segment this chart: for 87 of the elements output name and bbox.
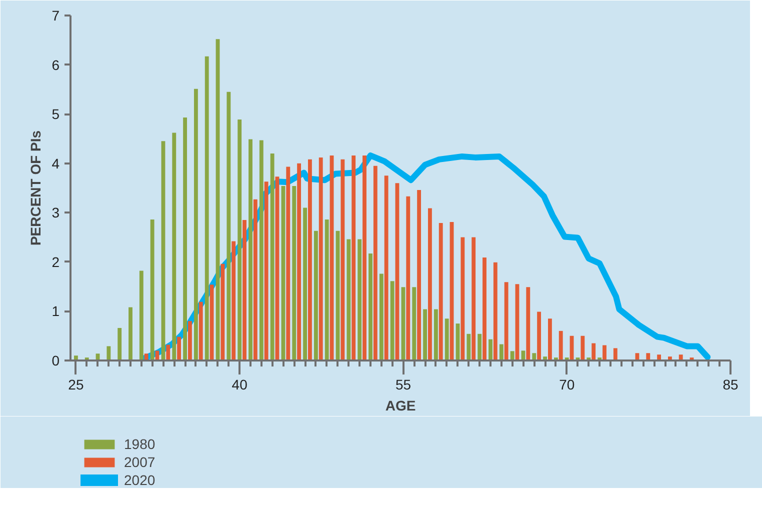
bar: [297, 163, 302, 360]
bar: [406, 196, 410, 360]
bar: [478, 334, 482, 360]
bar: [362, 155, 366, 360]
bar: [308, 159, 312, 360]
bar: [232, 241, 236, 360]
x-tick-label: 85: [722, 376, 738, 392]
x-axis-title: AGE: [385, 398, 416, 414]
bar: [493, 262, 498, 360]
bar: [592, 343, 596, 360]
bar: [352, 155, 356, 360]
bar: [139, 270, 144, 360]
bar: [466, 334, 471, 360]
bar: [198, 302, 203, 360]
bar: [482, 257, 486, 360]
x-tick-label: 25: [68, 376, 84, 392]
bar: [368, 254, 372, 360]
bar: [499, 344, 504, 360]
bar: [172, 132, 176, 360]
y-axis-title: PERCENT OF PIs: [28, 130, 44, 246]
bar: [504, 282, 508, 360]
y-tick-label: 1: [52, 303, 60, 320]
y-tick-label: 7: [52, 8, 60, 24]
bar: [270, 154, 274, 360]
bar: [259, 140, 264, 360]
bar: [646, 353, 650, 360]
legend-label: 1980: [124, 436, 156, 452]
bar: [150, 220, 154, 360]
bar: [346, 239, 351, 360]
bar: [318, 157, 323, 360]
bar: [358, 239, 362, 360]
bar: [314, 230, 318, 360]
bar: [286, 166, 290, 360]
bar: [118, 328, 122, 360]
bar: [558, 330, 563, 360]
bar: [324, 220, 329, 360]
bar: [194, 88, 198, 360]
bar: [428, 208, 432, 360]
x-tick-label: 70: [559, 376, 575, 392]
bar: [548, 318, 552, 360]
bar: [510, 351, 514, 360]
bar: [488, 339, 492, 360]
bar: [166, 344, 170, 360]
bar: [613, 348, 618, 360]
bar: [292, 186, 296, 360]
bar: [177, 336, 182, 360]
bar: [226, 92, 231, 360]
bar: [264, 182, 268, 360]
bar: [526, 287, 530, 360]
y-tick-label: 5: [52, 106, 60, 122]
bar: [242, 220, 246, 360]
bar: [253, 199, 258, 360]
bar: [248, 139, 252, 360]
legend-label: 2007: [124, 454, 156, 470]
y-tick-label: 3: [52, 204, 60, 221]
x-tick-label: 55: [395, 376, 412, 392]
bar: [417, 190, 422, 360]
bar: [602, 345, 606, 360]
bar: [444, 318, 449, 360]
bar: [438, 222, 443, 360]
y-tick-label: 4: [52, 155, 60, 172]
bar: [128, 307, 132, 360]
bar: [472, 237, 476, 360]
bar: [183, 118, 188, 360]
bar: [434, 309, 438, 360]
bar: [188, 321, 192, 360]
bar: [384, 176, 388, 360]
x-tick-label: 40: [232, 376, 248, 392]
bar: [460, 237, 465, 360]
bar: [238, 119, 242, 360]
bar: [303, 208, 308, 360]
bar: [379, 274, 384, 360]
bar: [204, 56, 209, 360]
bar: [532, 353, 536, 360]
legend-label: 2020: [124, 472, 156, 488]
bar: [106, 346, 111, 360]
bar: [423, 309, 428, 360]
bar: [537, 312, 542, 360]
bar: [373, 166, 378, 360]
bar: [220, 264, 225, 360]
y-tick-label: 6: [52, 56, 60, 73]
bar: [340, 159, 345, 360]
bar: [412, 287, 416, 360]
bar: [580, 336, 585, 360]
bar: [390, 281, 394, 360]
y-tick-label: 2: [52, 254, 60, 270]
y-tick-label: 0: [52, 352, 60, 368]
